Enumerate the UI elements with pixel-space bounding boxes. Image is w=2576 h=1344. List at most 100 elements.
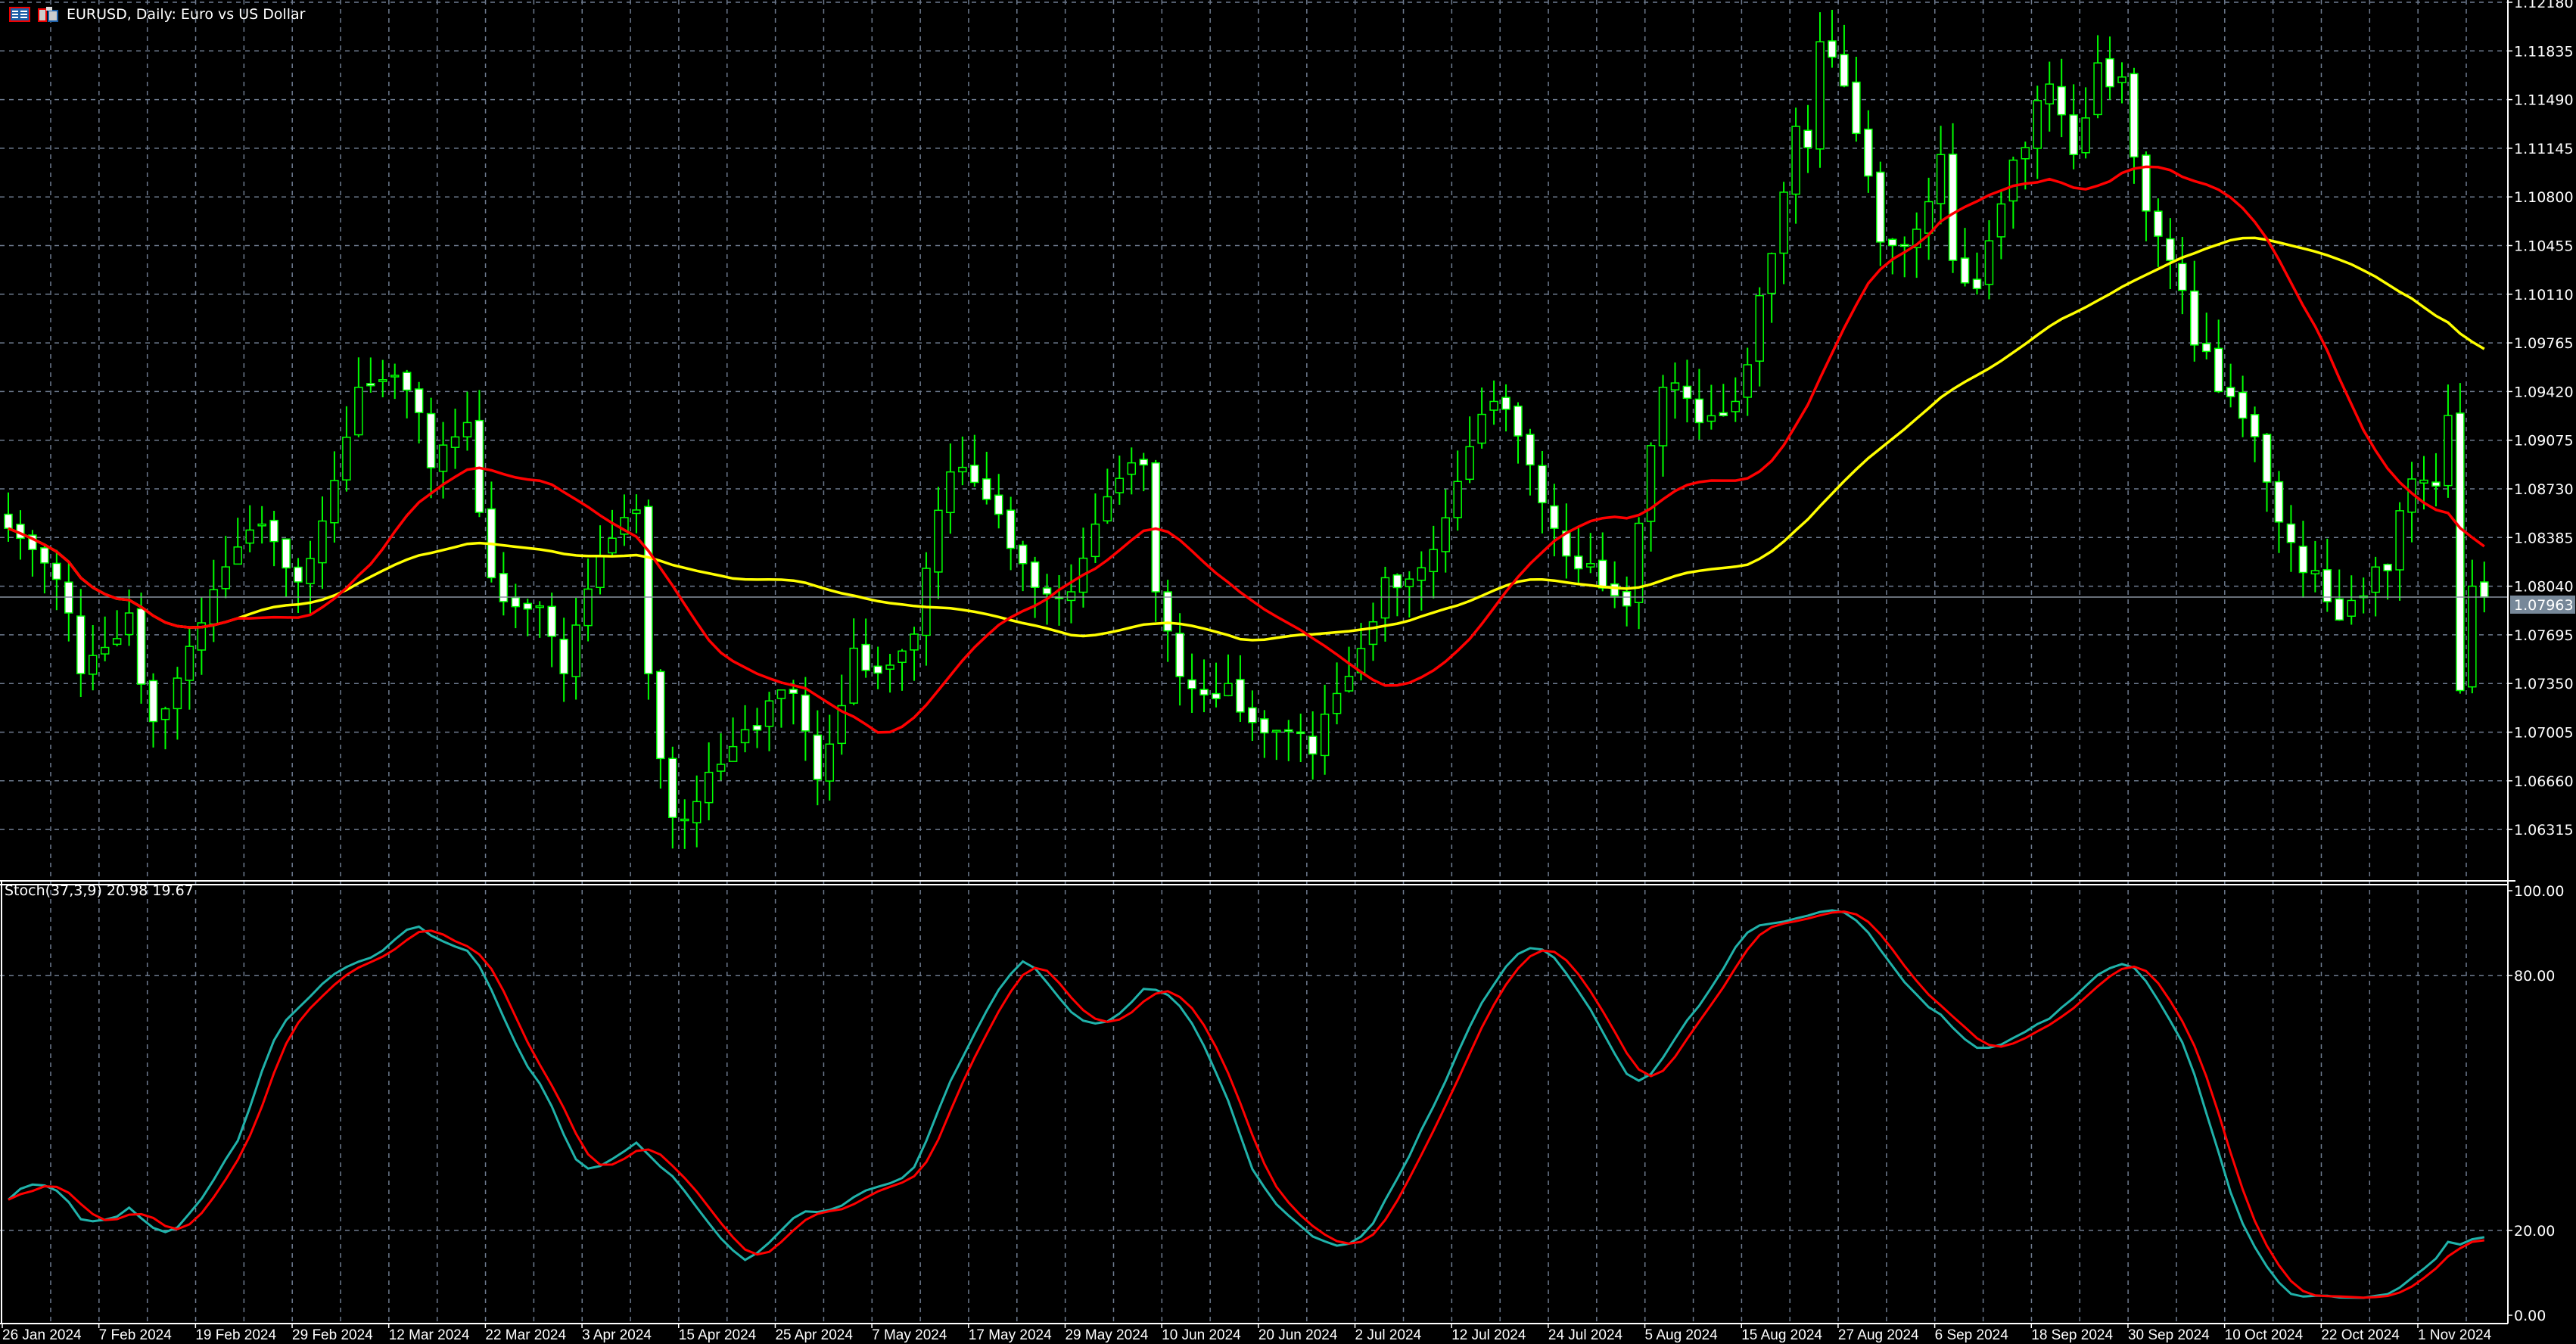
candle-bear (789, 689, 798, 694)
date-tick-label: 15 Apr 2024 (679, 1327, 757, 1343)
candle-bear (1175, 633, 1184, 677)
candle-bear (873, 665, 882, 674)
date-tick-label: 2 Jul 2024 (1355, 1327, 1422, 1343)
candle-bear (1514, 406, 1523, 437)
candle-bear (366, 383, 375, 387)
candle-bull (2008, 159, 2018, 202)
price-tick-label: 1.10800 (2514, 189, 2574, 206)
date-tick-label: 12 Mar 2024 (389, 1327, 470, 1343)
date-tick-label: 29 Feb 2024 (292, 1327, 373, 1343)
candle-bull (438, 444, 448, 472)
candle-bull (173, 677, 182, 710)
candle-bear (1803, 129, 1812, 148)
candle-bear (2480, 581, 2489, 598)
candle-bear (982, 478, 991, 500)
candle-bull (1453, 481, 1462, 518)
candle-bull (1344, 676, 1354, 692)
candle-bear (861, 643, 870, 671)
candle-bull (620, 517, 629, 535)
chart-title-bar: EURUSD, Daily: Euro vs US Dollar (9, 3, 306, 26)
price-tick-label: 1.08385 (2514, 530, 2574, 546)
candle-bear (1212, 692, 1221, 699)
candle-bear (4, 513, 13, 529)
candle-bull (1405, 578, 1414, 587)
candle-bull (1743, 364, 1752, 398)
candle-bear (1972, 278, 1982, 290)
price-tick-label: 1.09765 (2514, 335, 2574, 352)
candle-bear (1864, 128, 1873, 177)
candle-bull (390, 375, 400, 378)
candle-bull (1224, 683, 1233, 697)
candle-bull (2468, 585, 2477, 688)
candle-bull (535, 605, 544, 608)
price-tick-label: 1.08040 (2514, 579, 2574, 596)
candle-bear (1260, 718, 1269, 734)
candle-bear (1538, 465, 1547, 504)
candle-bear (1187, 679, 1196, 689)
candle-bull (934, 509, 943, 573)
candle-bear (28, 534, 37, 550)
date-tick-label: 10 Jun 2024 (1162, 1327, 1241, 1343)
candle-bull (692, 801, 702, 823)
price-tick-label: 1.06315 (2514, 822, 2574, 838)
candle-bear (1018, 544, 1028, 565)
candle-bear (1030, 561, 1040, 589)
candle-bull (2310, 570, 2320, 575)
date-tick-label: 6 Sep 2024 (1935, 1327, 2009, 1343)
candle-bull (450, 436, 460, 448)
candle-bull (2021, 147, 2030, 160)
candle-bull (1984, 240, 1994, 285)
candle-bear (1598, 559, 1607, 589)
candle-bear (2383, 564, 2392, 571)
candle-bull (306, 558, 315, 584)
candle-bear (1622, 590, 1632, 607)
stoch-tick-label: 0.00 (2514, 1308, 2546, 1324)
candle-bull (2347, 599, 2356, 617)
candle-bear (559, 639, 568, 674)
candle-bull (112, 638, 122, 646)
candle-bear (1899, 244, 1909, 247)
chart-list-icon[interactable] (9, 6, 30, 23)
candle-bear (40, 547, 49, 564)
candle-bear (511, 596, 521, 608)
candle-bear (1163, 591, 1172, 632)
price-tick-label: 1.07695 (2514, 627, 2574, 644)
date-tick-label: 10 Oct 2024 (2225, 1327, 2304, 1343)
price-tick-label: 1.07350 (2514, 676, 2574, 692)
candle-bear (1852, 81, 1861, 135)
price-tick-label: 1.08730 (2514, 481, 2574, 498)
candle-bear (2142, 154, 2151, 212)
candle-bear (2201, 343, 2211, 353)
candle-bull (1996, 203, 2006, 238)
candle-bull (245, 529, 254, 544)
date-tick-label: 18 Sep 2024 (2031, 1327, 2113, 1343)
candle-bear (2214, 347, 2223, 393)
candle-bull (776, 689, 786, 699)
candle-bull (257, 523, 266, 527)
date-tick-label: 26 Jan 2024 (2, 1327, 82, 1343)
candle-bear (294, 566, 303, 583)
candle-bear (2105, 58, 2114, 88)
stochastic-lines (8, 909, 2485, 1299)
candle-bear (2456, 412, 2465, 692)
candle-bull (462, 422, 472, 438)
ma-fast-line (8, 165, 2485, 734)
date-tick-label: 1 Nov 2024 (2418, 1327, 2492, 1343)
candle-bull (378, 379, 387, 382)
candle-bear (547, 605, 556, 637)
candle-bull (922, 568, 931, 636)
candle-bear (2057, 86, 2066, 116)
candle-bear (2238, 391, 2248, 419)
candle-bull (885, 664, 894, 670)
date-tick-label: 29 May 2024 (1065, 1327, 1148, 1343)
candle-bull (100, 646, 110, 655)
candle-bear (813, 734, 823, 780)
candle-bear (1682, 385, 1692, 400)
candle-bear (2262, 434, 2272, 483)
candle-bear (499, 573, 509, 602)
date-tick-label: 7 May 2024 (872, 1327, 947, 1343)
price-tick-label: 1.09420 (2514, 384, 2574, 400)
chart-symbol-icon[interactable] (38, 6, 59, 23)
candle-bear (1960, 257, 1970, 284)
